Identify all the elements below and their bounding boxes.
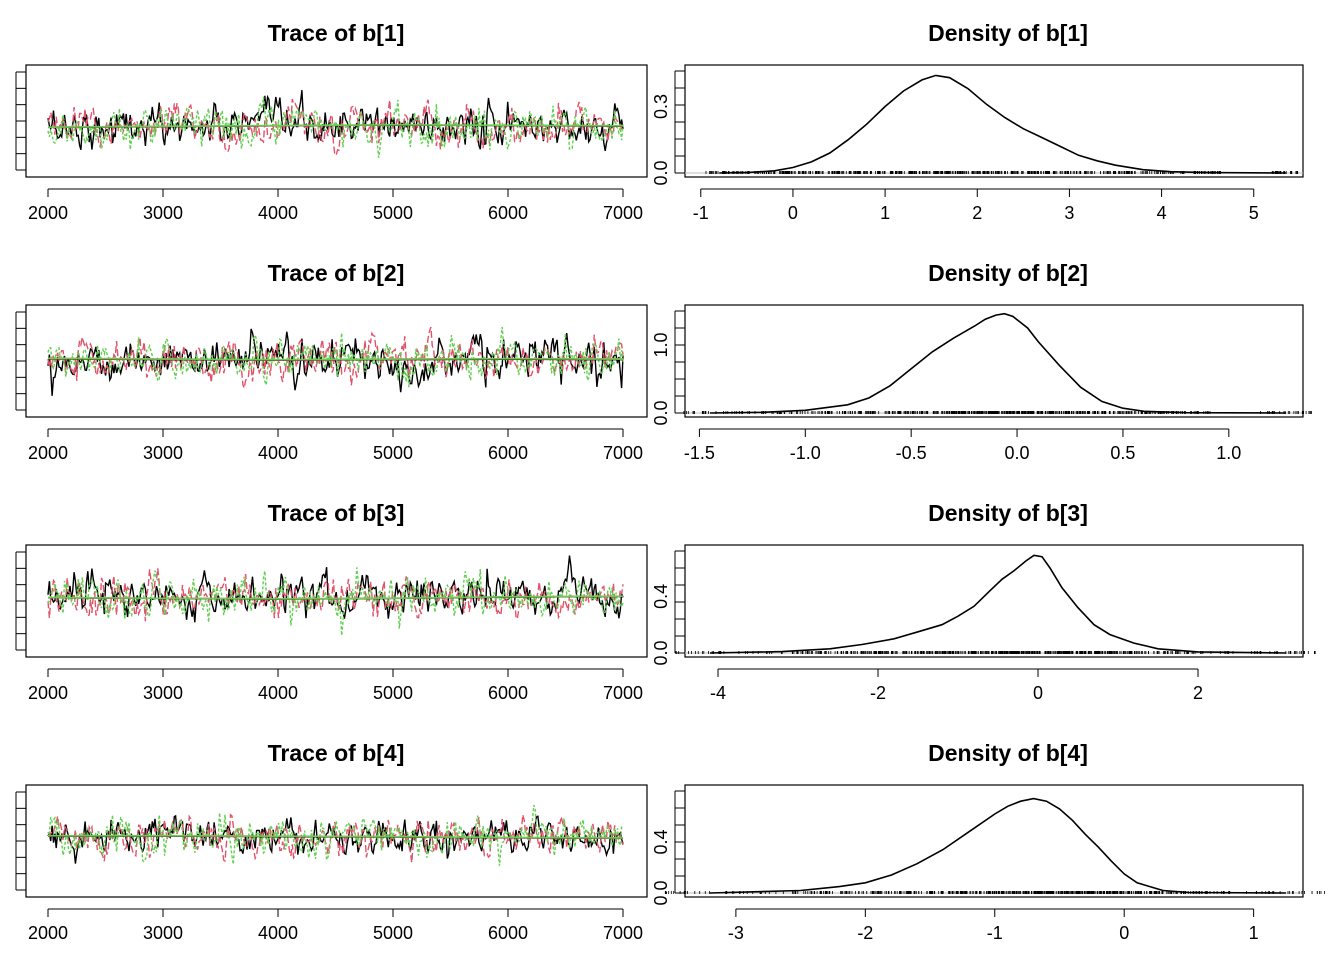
density-y-tick-label-3-1: 0.4 bbox=[651, 584, 671, 609]
density-y-tick-label-2-0: 0.0 bbox=[651, 400, 671, 425]
trace-x-tick-label-4-5: 7000 bbox=[603, 923, 643, 943]
plot-frame-4 bbox=[684, 304, 1304, 418]
trace-panel-3: 2000 3000 4000 5000 6000 7000 bbox=[15, 544, 648, 703]
density-panel-1: 0.0 0.3 -1 0 1 2 3 4 5 bbox=[651, 64, 1304, 223]
density-title-3: Density of b[3] bbox=[928, 500, 1088, 526]
trace-title-4: Trace of b[4] bbox=[268, 740, 405, 766]
trace-panel-1: 2000 3000 4000 5000 6000 7000 bbox=[15, 64, 648, 223]
trace-x-tick-label-3-0: 2000 bbox=[28, 683, 68, 703]
density-y-tick-label-4-0: 0.0 bbox=[651, 880, 671, 905]
chain-3-trace-4 bbox=[47, 804, 624, 866]
density-x-tick-label-4-2: -1 bbox=[987, 923, 1003, 943]
density-y-tick-label-1-1: 0.3 bbox=[651, 94, 671, 119]
smooth-line-3-trace-3 bbox=[47, 595, 624, 600]
trace-x-tick-label-4-3: 5000 bbox=[373, 923, 413, 943]
trace-title-3: Trace of b[3] bbox=[268, 500, 405, 526]
density-y-tick-label-1-0: 0.0 bbox=[651, 160, 671, 185]
trace-x-tick-label-1-4: 6000 bbox=[488, 203, 528, 223]
density-curve-1 bbox=[719, 74, 1287, 174]
trace-x-tick-label-3-5: 7000 bbox=[603, 683, 643, 703]
trace-x-tick-label-1-1: 3000 bbox=[143, 203, 183, 223]
trace-x-tick-label-1-0: 2000 bbox=[28, 203, 68, 223]
trace-x-tick-label-2-4: 6000 bbox=[488, 443, 528, 463]
trace-x-tick-label-4-0: 2000 bbox=[28, 923, 68, 943]
density-x-tick-label-2-4: 0.5 bbox=[1110, 443, 1135, 463]
density-x-tick-label-4-0: -3 bbox=[728, 923, 744, 943]
trace-panel-2: 2000 3000 4000 5000 6000 7000 bbox=[15, 304, 648, 463]
plot-frame-8 bbox=[684, 784, 1304, 898]
trace-title-1: Trace of b[1] bbox=[268, 20, 405, 46]
trace-x-tick-label-2-5: 7000 bbox=[603, 443, 643, 463]
smooth-line-3-trace-4 bbox=[48, 834, 624, 839]
density-x-tick-label-2-1: -1.0 bbox=[790, 443, 821, 463]
density-curve-3 bbox=[709, 554, 1287, 654]
trace-x-tick-label-3-4: 6000 bbox=[488, 683, 528, 703]
density-y-tick-label-4-1: 0.4 bbox=[651, 829, 671, 854]
density-x-tick-label-3-2: 0 bbox=[1033, 683, 1043, 703]
density-x-tick-label-4-1: -2 bbox=[857, 923, 873, 943]
density-x-tick-label-3-3: 2 bbox=[1193, 683, 1203, 703]
density-curve-4 bbox=[709, 797, 1287, 894]
density-panel-4: 0.0 0.4 -3 -2 -1 0 1 bbox=[651, 784, 1325, 943]
trace-x-tick-label-3-1: 3000 bbox=[143, 683, 183, 703]
smooth-line-3-trace-1 bbox=[47, 124, 624, 128]
density-curve-2 bbox=[709, 312, 1287, 414]
chain-1-trace-1 bbox=[47, 90, 624, 152]
trace-x-tick-label-2-0: 2000 bbox=[28, 443, 68, 463]
density-x-tick-label-1-0: -1 bbox=[693, 203, 709, 223]
trace-title-2: Trace of b[2] bbox=[268, 260, 405, 286]
smooth-line-3-trace-2 bbox=[47, 357, 624, 361]
trace-x-tick-label-1-2: 4000 bbox=[258, 203, 298, 223]
density-x-tick-label-4-4: 1 bbox=[1249, 923, 1259, 943]
density-x-tick-label-2-2: -0.5 bbox=[896, 443, 927, 463]
chain-2-trace-1 bbox=[47, 98, 624, 157]
density-x-tick-label-2-3: 0.0 bbox=[1005, 443, 1030, 463]
chain-1-trace-3 bbox=[47, 555, 624, 623]
density-title-1: Density of b[1] bbox=[928, 20, 1088, 46]
chain-3-trace-1 bbox=[47, 96, 624, 158]
trace-x-tick-label-1-5: 7000 bbox=[603, 203, 643, 223]
density-title-4: Density of b[4] bbox=[928, 740, 1088, 766]
density-x-tick-label-1-1: 0 bbox=[788, 203, 798, 223]
trace-x-tick-label-4-4: 6000 bbox=[488, 923, 528, 943]
density-x-tick-label-4-3: 0 bbox=[1119, 923, 1129, 943]
trace-panel-4: 2000 3000 4000 5000 6000 7000 bbox=[15, 784, 648, 943]
density-x-tick-label-1-5: 4 bbox=[1157, 203, 1167, 223]
chain-3-trace-2 bbox=[47, 327, 624, 388]
trace-x-tick-label-1-3: 5000 bbox=[373, 203, 413, 223]
trace-x-tick-label-4-1: 3000 bbox=[143, 923, 183, 943]
trace-x-tick-label-2-3: 5000 bbox=[373, 443, 413, 463]
chain-2-trace-4 bbox=[47, 813, 624, 863]
density-x-tick-label-3-1: -2 bbox=[870, 683, 886, 703]
density-panel-2: 0.0 1.0 -1.5 -1.0 -0.5 0.0 0.5 1.0 bbox=[651, 304, 1312, 463]
density-x-tick-label-1-2: 1 bbox=[880, 203, 890, 223]
plot-frame-2 bbox=[684, 64, 1304, 178]
density-x-tick-label-1-3: 2 bbox=[972, 203, 982, 223]
trace-x-tick-label-3-2: 4000 bbox=[258, 683, 298, 703]
density-x-tick-label-1-6: 5 bbox=[1249, 203, 1259, 223]
density-x-tick-label-3-0: -4 bbox=[710, 683, 726, 703]
trace-x-tick-label-2-1: 3000 bbox=[143, 443, 183, 463]
trace-x-tick-label-2-2: 4000 bbox=[258, 443, 298, 463]
trace-x-tick-label-4-2: 4000 bbox=[258, 923, 298, 943]
density-title-2: Density of b[2] bbox=[928, 260, 1088, 286]
density-panel-3: 0.0 0.4 -4 -2 0 2 bbox=[651, 544, 1316, 703]
density-x-tick-label-2-5: 1.0 bbox=[1216, 443, 1241, 463]
plot-frame-6 bbox=[684, 544, 1304, 658]
density-y-tick-label-2-1: 1.0 bbox=[651, 332, 671, 357]
rug-marks-4 bbox=[664, 891, 1325, 894]
density-x-tick-label-2-0: -1.5 bbox=[684, 443, 715, 463]
density-y-tick-label-3-0: 0.0 bbox=[651, 640, 671, 665]
trace-x-tick-label-3-3: 5000 bbox=[373, 683, 413, 703]
density-x-tick-label-1-4: 3 bbox=[1064, 203, 1074, 223]
chain-2-trace-2 bbox=[47, 326, 624, 391]
